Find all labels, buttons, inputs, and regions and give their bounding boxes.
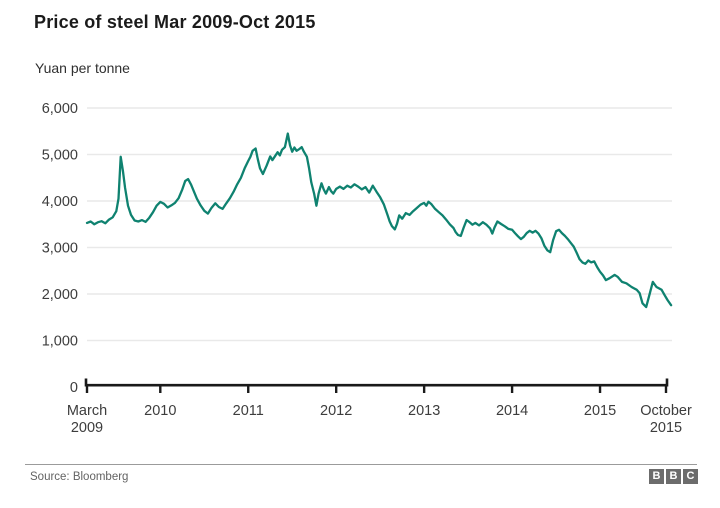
x-tick-label: 2015 xyxy=(584,403,616,419)
y-tick-label: 0 xyxy=(70,380,78,396)
y-tick-label: 3,000 xyxy=(42,241,78,257)
y-tick-label: 2,000 xyxy=(42,287,78,303)
x-axis-line xyxy=(84,378,669,387)
bbc-logo-block: C xyxy=(683,469,698,484)
source-label: Source: Bloomberg xyxy=(30,471,129,483)
y-tick-label: 1,000 xyxy=(42,334,78,350)
footer-divider xyxy=(25,464,697,465)
bbc-logo-block: B xyxy=(666,469,681,484)
x-tick-label: March 2009 xyxy=(67,403,107,436)
y-tick-label: 6,000 xyxy=(42,101,78,117)
chart-subtitle: Yuan per tonne xyxy=(35,60,130,76)
y-tick-label: 4,000 xyxy=(42,194,78,210)
chart-title: Price of steel Mar 2009-Oct 2015 xyxy=(34,12,316,32)
x-tick-label: October 2015 xyxy=(640,403,692,436)
x-tick-label: 2011 xyxy=(233,403,264,419)
chart-svg: 0 1,000 2,000 3,000 4,000 5,000 6,000 March 2009… xyxy=(42,101,692,436)
bbc-logo-block: B xyxy=(649,469,664,484)
x-tick-label: 2010 xyxy=(144,403,176,419)
x-tick-label: 2014 xyxy=(496,403,528,419)
x-tick-label: 2013 xyxy=(408,403,440,419)
price-line xyxy=(85,132,673,309)
bbc-logo: B B C xyxy=(649,469,698,484)
x-tick-label: 2012 xyxy=(320,403,352,419)
y-tick-label: 5,000 xyxy=(42,148,78,164)
